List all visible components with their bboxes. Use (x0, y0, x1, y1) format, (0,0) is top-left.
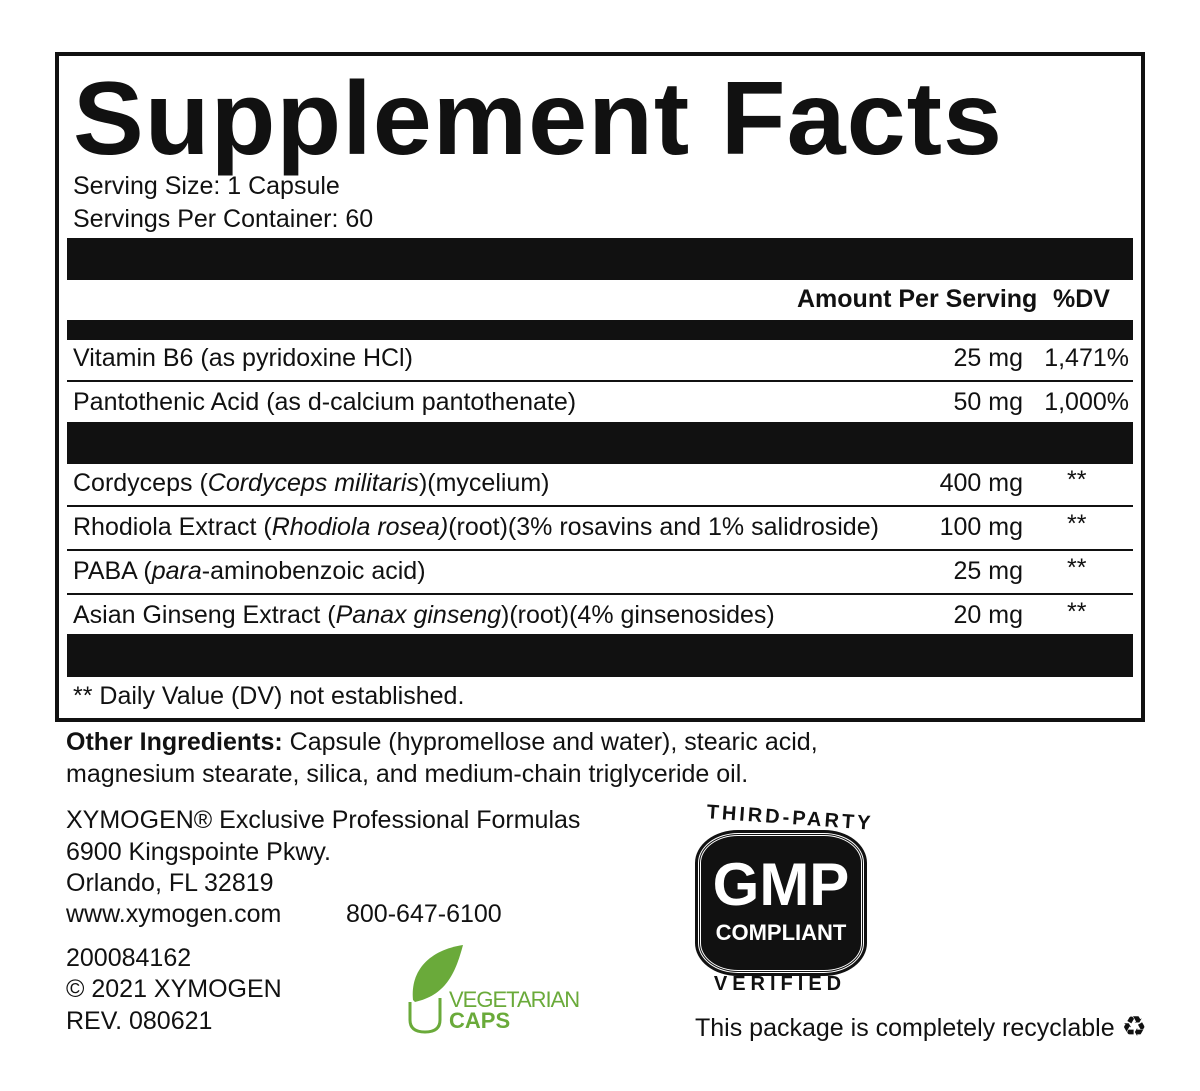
ingredient-dv: ** (1067, 466, 1087, 494)
nutrient-dv: 1,000% (1044, 388, 1129, 416)
gmp-top-text: THIRD-PARTY (705, 801, 875, 835)
ingredient-name: Rhodiola Extract (Rhodiola rosea)(root)(… (73, 513, 879, 541)
vegetarian-caps-badge: VEGETARIAN CAPS (405, 940, 605, 1035)
company-name: XYMOGEN® Exclusive Professional Formulas (66, 806, 581, 834)
ingredient-dv: ** (1067, 598, 1087, 626)
ingredient-dv: ** (1067, 554, 1087, 582)
company-phone: 800-647-6100 (346, 900, 502, 928)
ingredient-amount: 25 mg (953, 557, 1023, 585)
supplement-facts-panel: Supplement Facts Serving Size: 1 Capsule… (55, 52, 1145, 722)
nutrient-amount: 50 mg (953, 388, 1023, 416)
leaf-capsule-icon (408, 945, 463, 1034)
ingredient-amount: 20 mg (953, 601, 1023, 629)
nutrient-amount: 25 mg (953, 344, 1023, 372)
recycle-icon: ♻ (1121, 1011, 1147, 1042)
dv-header: %DV (1053, 285, 1110, 313)
ingredient-name: Asian Ginseng Extract (Panax ginseng)(ro… (73, 601, 775, 629)
row-divider (67, 549, 1133, 551)
ingredient-amount: 400 mg (939, 469, 1023, 497)
company-website[interactable]: www.xymogen.com (66, 900, 282, 928)
divider-bar (67, 422, 1133, 464)
revision: REV. 080621 (66, 1007, 213, 1035)
gmp-shield: GMP COMPLIANT (695, 830, 867, 976)
row-divider (67, 593, 1133, 595)
other-ingredients-cont: magnesium stearate, silica, and medium-c… (66, 760, 749, 788)
serving-size: Serving Size: 1 Capsule (73, 172, 340, 200)
gmp-badge: THIRD-PARTY GMP COMPLIANT VERIFIED (690, 801, 890, 1005)
ingredient-name: Cordyceps (Cordyceps militaris)(mycelium… (73, 469, 550, 497)
product-code: 200084162 (66, 944, 192, 972)
gmp-main-text: GMP (712, 851, 850, 918)
company-city: Orlando, FL 32819 (66, 869, 274, 897)
divider-bar (67, 238, 1133, 280)
gmp-sub-text: COMPLIANT (715, 920, 847, 945)
amount-header: Amount Per Serving (797, 285, 1038, 313)
veg-label: VEGETARIAN (449, 987, 580, 1012)
panel-title: Supplement Facts (73, 61, 1003, 177)
row-divider (67, 380, 1133, 382)
gmp-bottom-text: VERIFIED (713, 973, 847, 995)
ingredient-amount: 100 mg (939, 513, 1023, 541)
recycle-text: This package is completely recyclable ♻ (695, 1011, 1147, 1042)
company-address: 6900 Kingspointe Pkwy. (66, 838, 331, 866)
row-divider (67, 505, 1133, 507)
divider-bar (67, 320, 1133, 340)
ingredient-dv: ** (1067, 510, 1087, 538)
divider-bar (67, 634, 1133, 677)
footnote: ** Daily Value (DV) not established. (73, 682, 465, 710)
nutrient-dv: 1,471% (1044, 344, 1129, 372)
nutrient-name: Pantothenic Acid (as d-calcium pantothen… (73, 388, 577, 416)
caps-label: CAPS (449, 1008, 511, 1033)
other-ingredients: Other Ingredients: Capsule (hypromellose… (66, 728, 818, 756)
ingredient-name: PABA (para-aminobenzoic acid) (73, 557, 426, 585)
copyright: © 2021 XYMOGEN (66, 975, 282, 1003)
servings-per-container: Servings Per Container: 60 (73, 205, 374, 233)
nutrient-name: Vitamin B6 (as pyridoxine HCl) (73, 344, 413, 372)
